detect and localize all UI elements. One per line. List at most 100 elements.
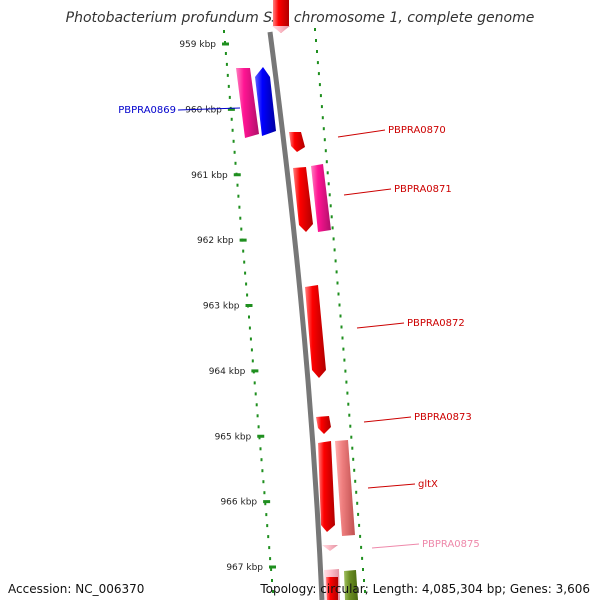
ruler-dot xyxy=(264,502,267,506)
inner-track-dot xyxy=(358,523,361,527)
gene-arrow-gltx-salmon[interactable] xyxy=(335,440,355,536)
inner-track-dot xyxy=(340,325,343,329)
ruler-tick-label: 961 kbp xyxy=(191,171,228,181)
inner-track-dot xyxy=(342,347,345,351)
gene-arrow-pbpra0871-magenta[interactable] xyxy=(311,164,331,232)
ruler-tick-label: 966 kbp xyxy=(220,498,257,508)
inner-track-dot xyxy=(350,435,353,439)
gene-arrow-pbpra0875[interactable] xyxy=(322,545,338,551)
inner-track-dot xyxy=(321,116,324,120)
ruler-tick xyxy=(222,42,229,46)
gene-features xyxy=(236,0,358,600)
ruler-dot xyxy=(223,30,225,33)
leader-line-pbpra0869 xyxy=(177,107,241,111)
gene-arrow-pbpra0870[interactable] xyxy=(289,132,305,152)
genes-label: Genes: xyxy=(509,582,552,596)
ruler-dot xyxy=(258,436,261,440)
gene-label-pbpra0870[interactable]: PBPRA0870 xyxy=(388,125,446,136)
chromosome-backbone xyxy=(267,31,325,600)
ruler-tick-label: 960 kbp xyxy=(185,105,222,115)
length-label: Length: xyxy=(372,582,419,596)
ruler-dot xyxy=(232,139,235,143)
ruler-dot xyxy=(257,425,260,429)
gene-label-pbpra0875[interactable]: PBPRA0875 xyxy=(422,539,480,550)
inner-track-dot xyxy=(316,50,318,53)
inner-track-dot xyxy=(343,358,346,362)
ruler-dot xyxy=(245,282,248,286)
ruler-tick xyxy=(257,434,265,438)
genome-stats: Topology: circular; Length: 4,085,304 bp… xyxy=(260,582,590,596)
gene-arrow-pbpra0873[interactable] xyxy=(316,416,331,434)
ruler-dot xyxy=(224,52,227,55)
gene-arrow-bottom-red[interactable] xyxy=(326,577,338,600)
ruler-dot xyxy=(231,128,234,132)
ruler-tick-label: 967 kbp xyxy=(226,563,263,573)
inner-track-dot xyxy=(320,105,323,109)
gene-arrow-top[interactable] xyxy=(273,0,289,33)
ruler-dot xyxy=(248,326,251,330)
ruler-dot xyxy=(244,271,247,275)
inner-track-dot xyxy=(316,61,319,65)
gene-label-pbpra0872[interactable]: PBPRA0872 xyxy=(407,318,465,329)
inner-track-dot xyxy=(330,215,333,219)
inner-track-dot xyxy=(322,127,325,131)
inner-track-dot xyxy=(362,568,364,571)
gene-arrow-pbpra0869[interactable] xyxy=(255,67,276,136)
topology-value: circular xyxy=(320,582,365,596)
ruler-dot xyxy=(227,84,230,88)
ruler-dot xyxy=(259,447,262,451)
leader-line-pbpra0871 xyxy=(343,188,392,196)
accession-info: Accession: NC_006370 xyxy=(8,582,144,596)
ruler-dot xyxy=(236,183,239,187)
inner-track-dots xyxy=(314,28,366,593)
ruler-dot xyxy=(272,590,274,593)
gene-arrow-pbpra0872[interactable] xyxy=(305,285,326,378)
ruler-dot xyxy=(254,392,257,396)
ruler-tick xyxy=(245,304,253,307)
inner-track-dot xyxy=(341,336,344,340)
ruler-tick xyxy=(227,107,235,111)
inner-track-dot xyxy=(364,590,366,593)
gene-arrow-bottom-green[interactable] xyxy=(344,570,358,600)
ruler-dot xyxy=(237,194,240,198)
leader-line-pbpra0873 xyxy=(363,416,412,423)
ruler-tick xyxy=(263,500,271,504)
topology-label: Topology: xyxy=(260,582,317,596)
ruler-tick xyxy=(239,238,247,242)
gene-arrow-pbpra0869-magenta[interactable] xyxy=(236,68,259,138)
gene-label-gltx[interactable]: gltX xyxy=(418,479,438,490)
genes-value: 3,606 xyxy=(555,582,590,596)
inner-track-dot xyxy=(327,182,330,186)
gene-label-pbpra0869[interactable]: PBPRA0869 xyxy=(118,105,176,116)
inner-track-dot xyxy=(361,556,364,560)
inner-track-dot xyxy=(336,281,339,285)
ruler-dot xyxy=(226,73,229,77)
inner-track-dot xyxy=(318,83,321,87)
gene-arrow-gltx[interactable] xyxy=(318,441,335,532)
inner-track-dot xyxy=(360,545,363,549)
inner-track-dot xyxy=(319,94,322,98)
accession-value: NC_006370 xyxy=(75,582,145,596)
gene-arrow-pbpra0871-red[interactable] xyxy=(293,167,313,232)
ruler-tick-label: 964 kbp xyxy=(209,367,246,377)
inner-track-dot xyxy=(323,138,326,142)
ruler-dot xyxy=(239,216,242,220)
inner-track-dot xyxy=(363,579,365,582)
ruler-tick-label: 963 kbp xyxy=(203,302,240,312)
inner-track-dot xyxy=(346,391,349,395)
gene-label-pbpra0873[interactable]: PBPRA0873 xyxy=(414,412,472,423)
ruler-dot xyxy=(250,348,253,352)
ruler-tick xyxy=(233,173,241,177)
ruler-dot xyxy=(242,249,245,253)
ruler-dot xyxy=(262,480,265,484)
inner-track-dot xyxy=(314,28,316,31)
gene-label-pbpra0871[interactable]: PBPRA0871 xyxy=(394,184,452,195)
inner-track-dot xyxy=(345,380,348,384)
inner-track-dot xyxy=(357,512,360,516)
ruler-dot xyxy=(251,359,254,363)
ruler-tick xyxy=(269,565,276,569)
ruler-ticks: 959 kbp 960 kbp 961 kbp 962 kbp 963 kbp 964 k… xyxy=(179,40,276,573)
gene-arrow-top-pink[interactable] xyxy=(272,26,290,33)
ruler-dot xyxy=(265,513,268,517)
